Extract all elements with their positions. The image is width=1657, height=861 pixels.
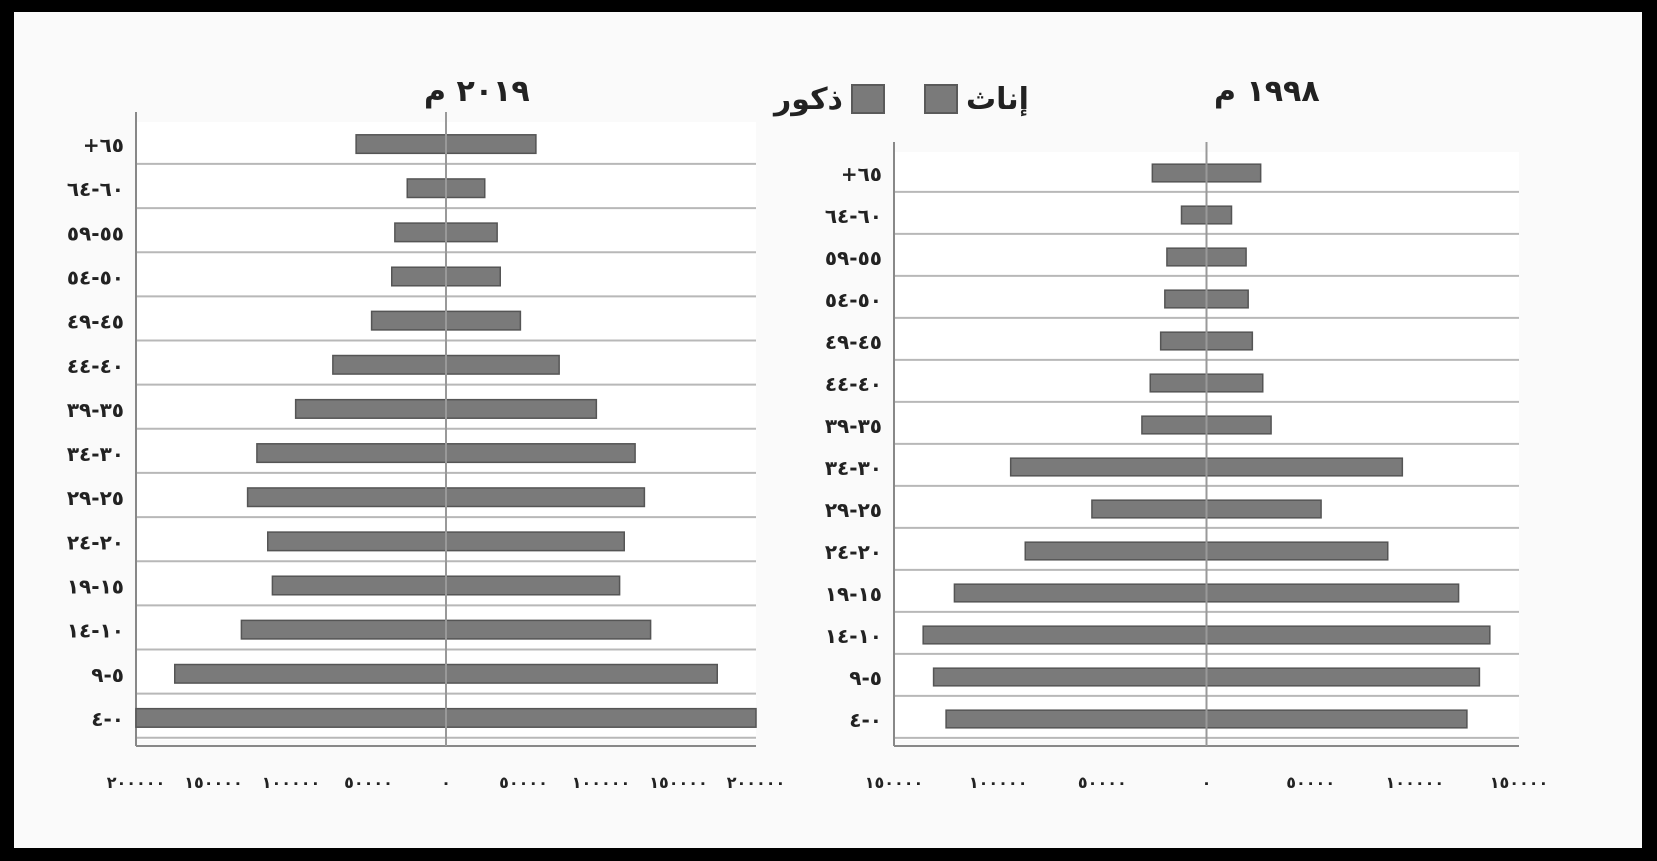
legend-male-swatch <box>850 84 885 114</box>
chart-1998-category-label: ٥-٩ <box>849 666 882 690</box>
chart-1998-bar-male <box>1141 415 1208 435</box>
chart-1998-bar-female <box>1205 289 1249 309</box>
chart-1998-bar-female <box>1205 709 1468 729</box>
chart-1998-bar-male <box>1151 163 1208 183</box>
chart-1998-category-label: ١٠-١٤ <box>825 624 882 648</box>
chart-1998-bar-male <box>1166 247 1208 267</box>
chart-1998-bar-male <box>945 709 1208 729</box>
chart-2019-category-label: ٣٥-٣٩ <box>67 398 124 422</box>
chart-2019-category-label: ٤٥-٤٩ <box>67 310 124 334</box>
chart-1998-category-label: +٦٥ <box>841 162 882 186</box>
chart-1998-category-label: ٥٠-٥٤ <box>825 288 882 312</box>
chart-2019-category-label: ٢٥-٢٩ <box>67 486 124 510</box>
chart-1998-bar-female <box>1205 667 1481 687</box>
chart-1998-x-tick-label: ١٠٠٠٠٠ <box>969 773 1028 792</box>
chart-1998-category-label: ٣٥-٣٩ <box>825 414 882 438</box>
chart-1998-bar-male <box>1159 331 1208 351</box>
figure-frame: ٢٠١٩ م ١٩٩٨ م ذكور إناث ٠-٤ ٥-٩ ١٠-١٤ ١٥-١٩… <box>14 12 1642 848</box>
chart-1998-bar-male <box>1024 541 1208 561</box>
chart-1998-bar-female <box>1205 331 1254 351</box>
legend-male: ذكور <box>774 74 885 124</box>
chart-2019-category-label: ١٠-١٤ <box>67 619 124 643</box>
chart-1998-bar-female <box>1205 205 1233 225</box>
chart-2019-category-label: ٢٠-٢٤ <box>67 530 124 554</box>
chart-1998-bar-female <box>1205 247 1247 267</box>
chart-1998-x-tick-label: ٠ <box>1202 773 1212 792</box>
chart-2019-category-label: ١٥-١٩ <box>67 575 124 599</box>
chart-1998-bar-male <box>953 583 1208 603</box>
chart-1998-bar-male <box>1149 373 1208 393</box>
chart-1998-x-tick-label: ٥٠٠٠٠ <box>1286 773 1335 792</box>
chart-1998-bar-female <box>1205 583 1460 603</box>
chart-1998-category-label: ٢٠-٢٤ <box>825 540 882 564</box>
chart-2019-x-tick-label: ٢٠٠٠٠٠ <box>727 773 786 792</box>
chart-1998-bar-male <box>1009 457 1208 477</box>
chart-1998-bar-female <box>1205 625 1491 645</box>
chart-2019-category-label: ٥٥-٥٩ <box>67 221 124 245</box>
chart-1998-category-label: ٢٥-٢٩ <box>825 498 882 522</box>
pyramid-chart-1998: ٠-٤ ٥-٩ ١٠-١٤ ١٥-١٩ ٢٠-٢٤ ٢٥-٢٩ ٣٠-٣٤ ٣٥-٣٩ ٤٠-٤… <box>825 142 1549 792</box>
chart-2019-category-label: +٦٥ <box>83 133 124 157</box>
legend-female: إناث <box>924 74 1029 124</box>
legend-female-label: إناث <box>966 81 1029 117</box>
chart-2019-category-label: ٥٠-٥٤ <box>67 266 124 290</box>
chart-1998-category-label: ١٥-١٩ <box>825 582 882 606</box>
chart-1998-category-label: ٥٥-٥٩ <box>825 246 882 270</box>
chart-1998-category-label: ٠-٤ <box>849 708 882 732</box>
chart-1998-bar-female <box>1205 415 1272 435</box>
chart-2019-x-tick-label: ١٠٠٠٠٠ <box>572 773 631 792</box>
chart-title-1998: ١٩٩٨ م <box>1214 74 1320 109</box>
chart-2019-category-label: ٠-٤ <box>91 707 124 731</box>
chart-1998-category-label: ٣٠-٣٤ <box>825 456 882 480</box>
legend-female-swatch <box>924 84 958 114</box>
chart-2019-category-label: ٦٠-٦٤ <box>67 177 124 201</box>
chart-1998-bar-male <box>1091 499 1208 519</box>
chart-1998-bar-male <box>922 625 1208 645</box>
chart-1998-bar-male <box>1180 205 1208 225</box>
chart-2019-x-tick-label: ٠ <box>441 773 451 792</box>
chart-1998-category-label: ٤٥-٤٩ <box>825 330 882 354</box>
chart-2019-category-label: ٤٠-٤٤ <box>67 354 124 378</box>
chart-1998-bar-female <box>1205 541 1389 561</box>
chart-1998-x-tick-label: ١٥٠٠٠٠ <box>1490 773 1549 792</box>
chart-1998-category-label: ٦٠-٦٤ <box>825 204 882 228</box>
chart-2019-x-tick-label: ١٥٠٠٠٠ <box>649 773 708 792</box>
chart-1998-bar-female <box>1205 373 1264 393</box>
chart-1998-bar-male <box>932 667 1208 687</box>
chart-1998-x-tick-label: ١٠٠٠٠٠ <box>1386 773 1445 792</box>
chart-2019-category-label: ٥-٩ <box>91 663 124 687</box>
chart-1998-bar-female <box>1205 457 1404 477</box>
chart-1998-x-tick-label: ٥٠٠٠٠ <box>1078 773 1127 792</box>
chart-2019-category-label: ٣٠-٣٤ <box>67 442 124 466</box>
chart-1998-category-label: ٤٠-٤٤ <box>825 372 882 396</box>
chart-1998-bar-female <box>1205 499 1322 519</box>
chart-2019-x-tick-label: ١٠٠٠٠٠ <box>262 773 321 792</box>
chart-title-2019: ٢٠١٩ م <box>424 74 530 109</box>
chart-2019-x-tick-label: ٢٠٠٠٠٠ <box>107 773 166 792</box>
chart-2019-x-tick-label: ١٥٠٠٠٠ <box>184 773 243 792</box>
chart-1998-bar-male <box>1164 289 1208 309</box>
chart-2019-x-tick-label: ٥٠٠٠٠ <box>499 773 548 792</box>
chart-1998-bar-female <box>1205 163 1262 183</box>
legend-male-label: ذكور <box>774 81 843 117</box>
chart-1998-x-tick-label: ١٥٠٠٠٠ <box>865 773 924 792</box>
chart-2019-x-tick-label: ٥٠٠٠٠ <box>344 773 393 792</box>
pyramid-chart-2019: ٠-٤ ٥-٩ ١٠-١٤ ١٥-١٩ ٢٠-٢٤ ٢٥-٢٩ ٣٠-٣٤ ٣٥-٣٩ ٤٠-٤… <box>67 112 786 792</box>
